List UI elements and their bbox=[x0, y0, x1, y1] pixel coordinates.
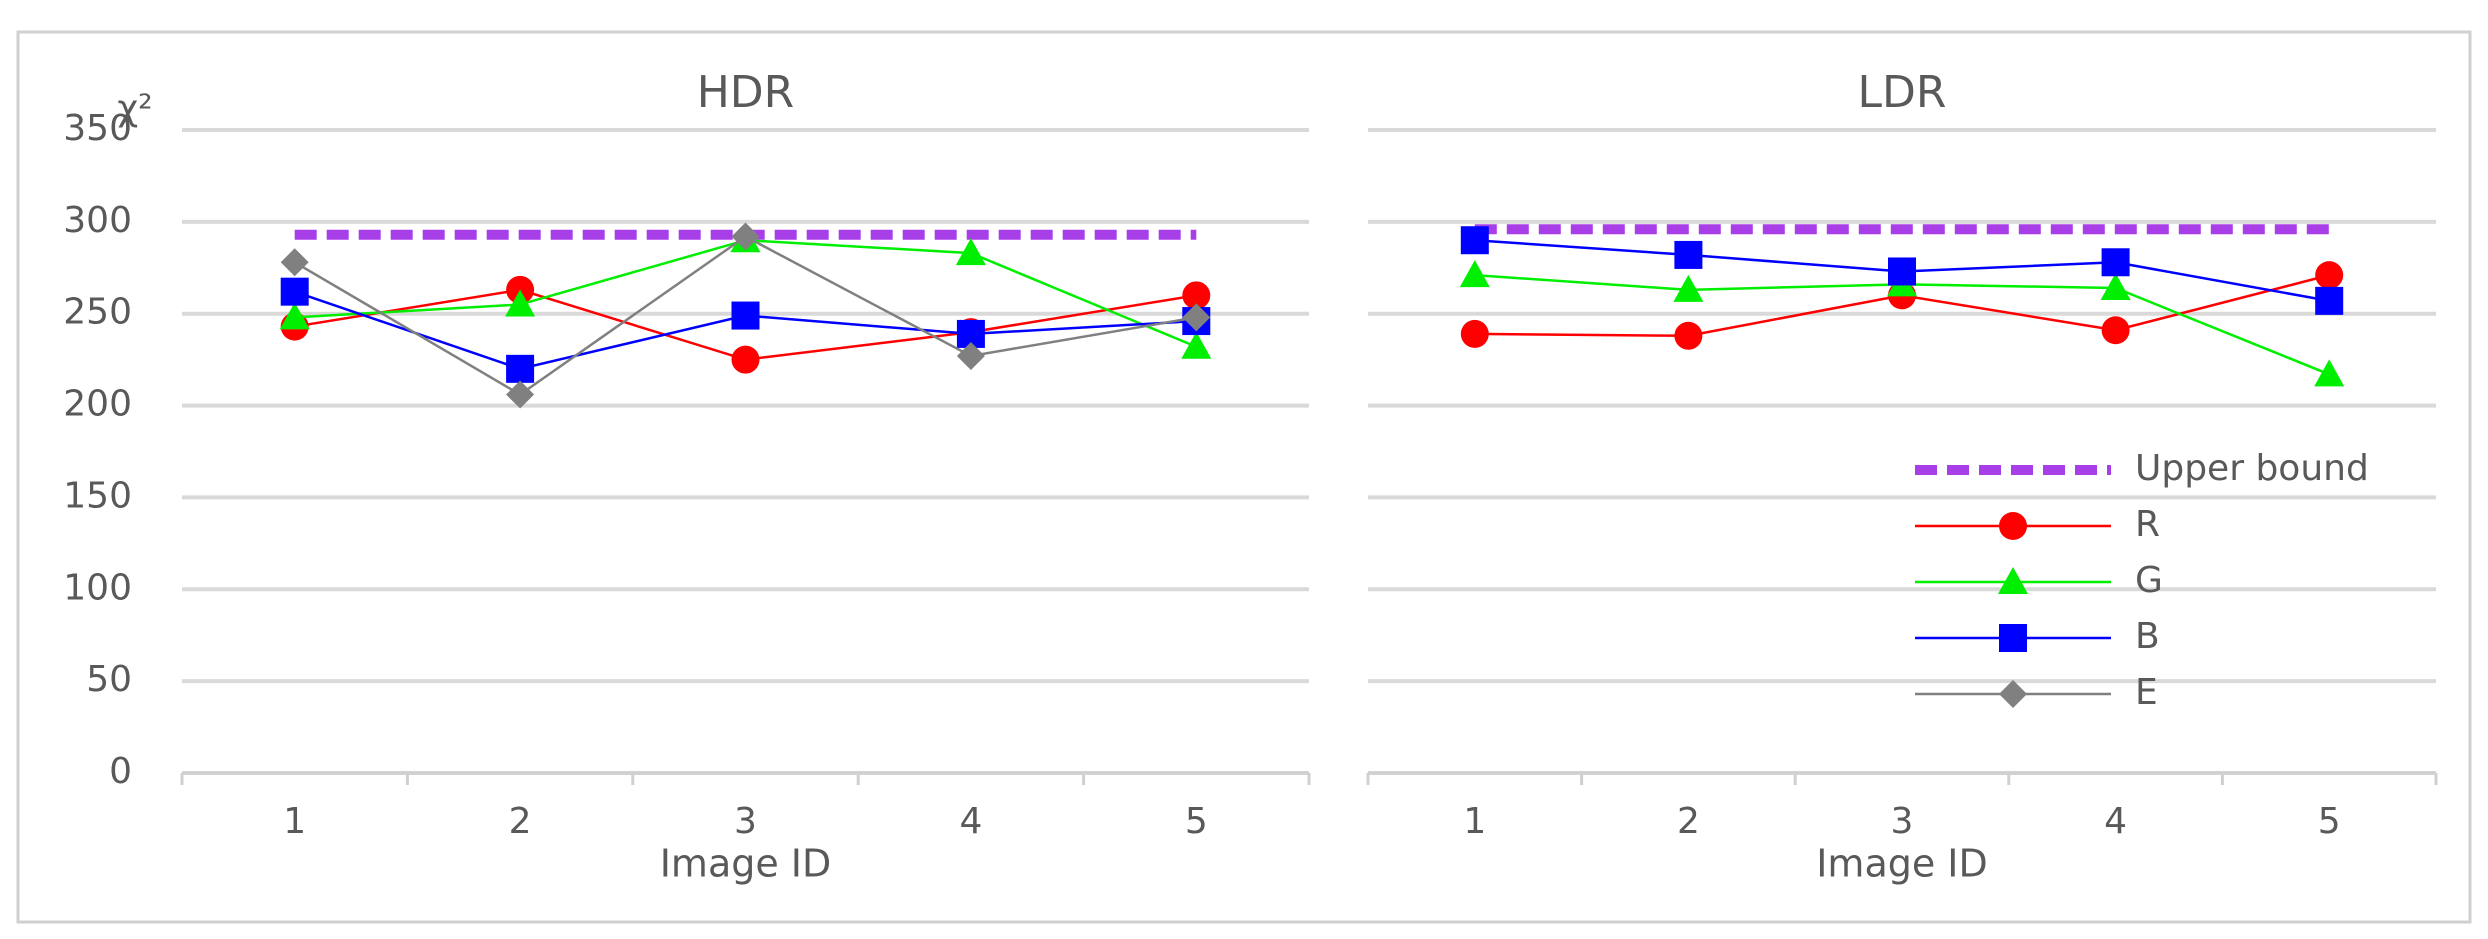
marker bbox=[2315, 286, 2344, 315]
frame bbox=[16, 30, 2472, 924]
x-tick-label: 2 bbox=[509, 801, 532, 842]
marker bbox=[1999, 680, 2027, 708]
y-tick-label: 250 bbox=[63, 292, 132, 333]
marker bbox=[1674, 321, 1703, 350]
marker bbox=[2100, 272, 2131, 300]
marker bbox=[1888, 257, 1916, 286]
marker bbox=[2101, 248, 2130, 277]
y-tick-label: 0 bbox=[109, 751, 132, 792]
marker bbox=[731, 222, 760, 251]
y-tick-label: 50 bbox=[86, 659, 132, 700]
marker bbox=[956, 341, 985, 370]
marker bbox=[1998, 567, 2028, 594]
legend-label: Upper bound bbox=[2135, 448, 2369, 489]
marker bbox=[1181, 331, 1212, 359]
x-tick-label: 3 bbox=[1891, 801, 1914, 842]
x-tick-label: 2 bbox=[1677, 801, 1700, 842]
marker bbox=[955, 238, 986, 266]
x-tick-label: 4 bbox=[2104, 801, 2127, 842]
marker bbox=[1674, 240, 1703, 269]
marker bbox=[279, 302, 310, 330]
marker bbox=[1460, 226, 1489, 255]
legend-label: B bbox=[2135, 616, 2160, 657]
x-tick-label: 3 bbox=[734, 801, 757, 842]
marker bbox=[1999, 624, 2027, 652]
legend-label: E bbox=[2135, 672, 2158, 713]
y-tick-label: 150 bbox=[63, 475, 132, 516]
legend-label: G bbox=[2135, 560, 2163, 601]
marker bbox=[731, 345, 760, 374]
y-tick-label: 300 bbox=[63, 200, 132, 241]
x-tick-label: 1 bbox=[1463, 801, 1486, 842]
marker bbox=[1459, 260, 1490, 288]
marker bbox=[280, 277, 309, 306]
x-axis-label: Image ID bbox=[1816, 842, 1988, 886]
marker bbox=[506, 380, 535, 409]
x-tick-label: 1 bbox=[283, 801, 306, 842]
x-tick-label: 5 bbox=[1185, 801, 1208, 842]
chart-title: LDR bbox=[1858, 67, 1947, 118]
y-tick-label: 100 bbox=[63, 567, 132, 608]
marker bbox=[280, 248, 309, 277]
marker bbox=[506, 354, 535, 383]
legend-label: R bbox=[2135, 504, 2160, 545]
marker bbox=[731, 301, 760, 330]
y-tick-label: 200 bbox=[63, 384, 132, 425]
chart-title: HDR bbox=[697, 67, 795, 118]
marker bbox=[2314, 359, 2345, 387]
x-tick-label: 5 bbox=[2318, 801, 2341, 842]
x-tick-label: 4 bbox=[959, 801, 982, 842]
marker bbox=[1182, 303, 1211, 332]
marker bbox=[1460, 319, 1489, 348]
marker bbox=[1999, 512, 2027, 540]
y-tick-label: 350 bbox=[63, 108, 132, 149]
marker bbox=[505, 289, 536, 317]
marker bbox=[2101, 316, 2130, 345]
y-axis-label: χ² bbox=[117, 88, 152, 129]
marker bbox=[1673, 274, 1704, 302]
marker bbox=[1182, 281, 1211, 310]
marker bbox=[2315, 261, 2344, 290]
x-axis-label: Image ID bbox=[660, 842, 832, 886]
